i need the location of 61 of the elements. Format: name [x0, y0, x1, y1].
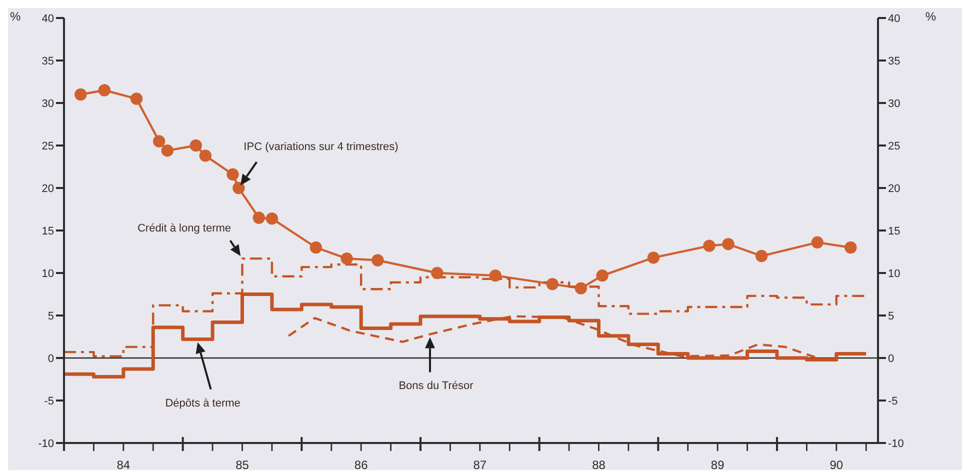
point [266, 212, 278, 225]
text: Dépôts à terme [165, 397, 240, 410]
x-tick-label: 87 [473, 458, 487, 472]
point [647, 252, 660, 264]
x-tick-label: 90 [830, 458, 844, 472]
y2-tick-label: 25 [888, 140, 900, 152]
y-tick-label: 0 [48, 352, 54, 365]
y2-axis-title: % [925, 10, 936, 24]
y2-tick-label: 35 [888, 55, 900, 68]
point [703, 240, 716, 252]
y-tick-label: 5 [48, 310, 54, 322]
y2-tick-label: 0 [888, 352, 894, 365]
y2-tick-label: -5 [888, 395, 898, 408]
y-tick-label: 10 [42, 268, 54, 280]
point [431, 266, 444, 280]
point [252, 212, 265, 224]
point [74, 88, 87, 101]
point [310, 241, 322, 254]
point [130, 92, 143, 105]
x-tick-label: 86 [354, 458, 368, 472]
y-tick-label: 25 [42, 140, 54, 152]
x-tick-label: 85 [236, 458, 250, 472]
point [161, 144, 174, 157]
y2-tick-label: 40 [888, 12, 900, 25]
text: Bons du Trésor [398, 380, 474, 392]
point [596, 269, 608, 282]
point [574, 282, 588, 294]
point [755, 250, 768, 262]
line-series [287, 315, 816, 358]
y2-tick-label: 10 [888, 268, 900, 280]
y2-tick-label: 15 [888, 225, 900, 238]
point [190, 139, 202, 152]
y-tick-label: -10 [38, 438, 54, 450]
text: Crédit à long terme [137, 222, 232, 235]
point [489, 269, 502, 282]
point [340, 252, 353, 265]
point [152, 135, 166, 148]
y2-tick-label: -10 [888, 438, 904, 450]
point [199, 150, 212, 162]
series-label: IPC (variations sur 4 trimestres) [244, 141, 398, 153]
y-tick-label: 40 [42, 12, 54, 25]
point [546, 278, 558, 290]
y-tick-label: 20 [42, 182, 54, 195]
y2-tick-label: 30 [888, 98, 900, 110]
point [232, 182, 245, 194]
point [722, 238, 734, 250]
point [844, 241, 857, 254]
y-tick-label: -5 [44, 395, 54, 408]
point [226, 168, 239, 180]
y-tick-label: 35 [42, 55, 54, 68]
point [811, 236, 824, 248]
y2-tick-label: 20 [888, 182, 900, 195]
x-tick-label: 88 [592, 458, 606, 472]
point [372, 254, 384, 266]
x-tick-label: 89 [710, 458, 725, 472]
x-tick-label: 84 [116, 458, 130, 472]
point [98, 84, 111, 96]
y-tick-label: 15 [42, 225, 54, 238]
y-tick-label: 30 [42, 98, 54, 110]
y-axis-title: % [10, 10, 21, 24]
y2-tick-label: 5 [888, 310, 894, 322]
